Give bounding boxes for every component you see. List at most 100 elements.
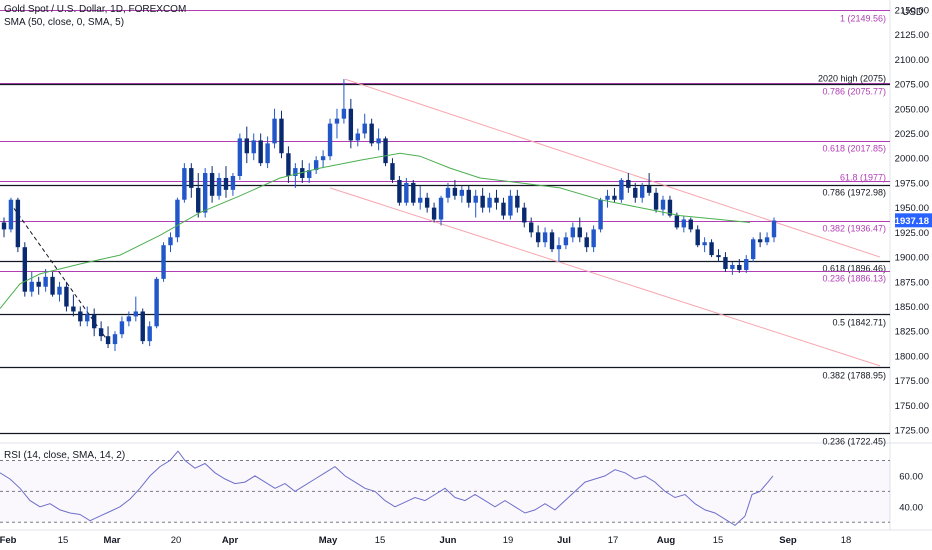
candle — [764, 232, 770, 246]
candle — [653, 187, 659, 213]
symbol-title: Gold Spot / U.S. Dollar, 1D, FOREXCOM — [4, 4, 187, 15]
candle — [64, 281, 69, 312]
price-tick-label: 1775.00 — [895, 376, 929, 387]
candle-body — [29, 281, 34, 292]
candle-body — [390, 163, 395, 180]
candle — [223, 166, 229, 198]
price-tick-label: 1875.00 — [895, 277, 929, 288]
candle — [230, 173, 236, 196]
time-tick-label: 15 — [58, 535, 69, 546]
time-axis[interactable]: Feb 15 Mar 20 Apr May 15 Jun 19 Jul 17 Aug 15 Sep 18 — [0, 535, 851, 546]
candle-body — [466, 189, 471, 203]
candle-body — [667, 199, 673, 216]
candle-body — [549, 232, 555, 250]
candle-body — [209, 173, 215, 196]
time-tick-label: 15 — [375, 535, 386, 546]
chart-legend: Gold Spot / U.S. Dollar, 1D, FOREXCOM SM… — [4, 3, 186, 29]
candle-body — [431, 207, 437, 220]
candle-body — [265, 143, 270, 164]
time-tick-label: 18 — [841, 535, 852, 546]
candle — [695, 225, 700, 248]
candle — [216, 173, 222, 200]
channel-lower-line — [329, 187, 881, 367]
candle — [334, 108, 340, 139]
candle-body — [681, 219, 687, 228]
candle — [251, 133, 256, 161]
candle — [348, 98, 354, 149]
channel-upper-line — [344, 78, 881, 258]
last-price-label: 1937.18 — [895, 216, 929, 227]
candle-body — [22, 247, 28, 292]
candle — [91, 308, 97, 337]
candle — [411, 179, 416, 206]
candle-body — [737, 264, 742, 270]
candle-body — [674, 215, 680, 228]
candle-body — [272, 118, 277, 144]
candle-body — [716, 255, 721, 258]
candle — [459, 185, 465, 203]
candle-body — [320, 156, 326, 161]
level-label: 0.236 (1886.13) — [822, 274, 886, 284]
candle-body — [202, 173, 208, 213]
price-tick-label: 1900.00 — [895, 253, 929, 264]
candle — [535, 225, 541, 248]
rsi-line — [0, 450, 774, 527]
price-tick-label: 1750.00 — [895, 401, 929, 412]
candle — [757, 232, 763, 248]
candle-body — [175, 199, 180, 238]
candle — [452, 179, 458, 200]
candle — [494, 189, 499, 210]
candle — [182, 163, 187, 203]
candle-body — [591, 229, 596, 248]
candle — [369, 118, 374, 147]
candle-body — [730, 264, 735, 269]
candle-body — [98, 328, 104, 337]
price-tick-label: 2000.00 — [895, 154, 929, 165]
last-price-badge — [895, 213, 932, 228]
candle — [362, 113, 367, 139]
candle-body — [57, 286, 62, 295]
candle — [529, 217, 534, 238]
candle-body — [341, 108, 347, 119]
candle-body — [105, 336, 111, 345]
candle — [397, 176, 402, 206]
candle-body — [535, 232, 541, 243]
time-tick-label: Jun — [440, 535, 457, 546]
candle-body — [126, 316, 132, 322]
candle — [556, 237, 562, 263]
candle-body — [612, 195, 617, 200]
candle — [431, 202, 437, 223]
sma-line — [0, 152, 751, 309]
level-label: 0.618 (1896.46) — [822, 264, 886, 274]
candle-body — [404, 182, 409, 203]
candle — [737, 259, 742, 273]
candle — [272, 108, 277, 149]
candle-body — [646, 185, 652, 193]
time-tick-label: Aug — [657, 535, 676, 546]
candle-body — [71, 306, 76, 312]
candle — [418, 185, 423, 210]
candle — [681, 215, 687, 233]
candle-body — [619, 179, 624, 200]
candle-body — [133, 311, 139, 317]
candle-body — [355, 133, 360, 141]
price-axis[interactable]: 2150.00 2125.00 2100.00 2075.00 2050.00 2025.… — [895, 5, 932, 437]
candle — [154, 276, 159, 329]
candle — [29, 271, 34, 297]
price-tick-label: 1975.00 — [895, 178, 929, 189]
candle — [522, 202, 527, 228]
candle-body — [286, 153, 291, 176]
time-tick-label: 20 — [171, 535, 182, 546]
candle — [209, 166, 215, 203]
candle — [237, 133, 243, 180]
candle — [508, 189, 513, 220]
sma-indicator-label: SMA (50, close, 0, SMA, 5) — [4, 17, 125, 28]
candle-body — [300, 168, 305, 178]
candle-body — [230, 176, 236, 190]
candle — [293, 163, 298, 188]
candle — [258, 133, 263, 167]
candle — [480, 187, 485, 213]
candle — [771, 217, 777, 243]
level-label: 0.5 (1842.71) — [832, 318, 886, 328]
price-tick-label: 2100.00 — [895, 55, 929, 66]
